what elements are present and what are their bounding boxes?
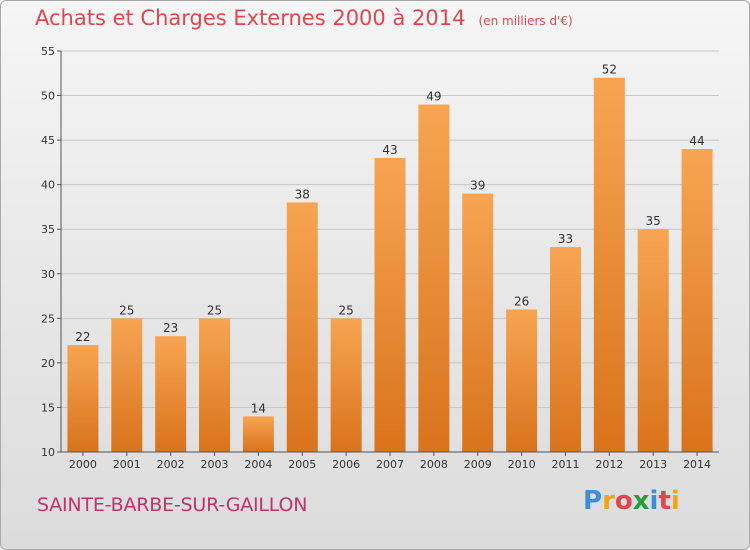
- bar: [418, 104, 450, 452]
- y-tick-label: 35: [41, 223, 55, 236]
- y-tick-label: 55: [41, 45, 55, 58]
- bar: [549, 247, 581, 452]
- data-label: 26: [514, 294, 529, 308]
- data-label: 23: [163, 321, 178, 335]
- y-tick-label: 25: [41, 312, 55, 325]
- axes: [57, 50, 719, 456]
- data-label: 33: [558, 232, 573, 246]
- x-tick-label: 2009: [464, 458, 492, 471]
- x-tick-label: 2007: [376, 458, 404, 471]
- x-tick-label: 2000: [69, 458, 97, 471]
- x-tick-label: 2005: [288, 458, 316, 471]
- bar: [593, 77, 625, 452]
- data-label: 38: [295, 187, 310, 201]
- data-label: 25: [119, 303, 134, 317]
- bar: [506, 309, 538, 452]
- bar: [330, 318, 362, 452]
- bar: [199, 318, 231, 452]
- y-tick-label: 15: [41, 401, 55, 414]
- proxiti-logo: Proxiti: [583, 486, 680, 516]
- data-label: 39: [470, 179, 485, 193]
- x-tick-label: 2002: [157, 458, 185, 471]
- data-label: 43: [382, 143, 397, 157]
- bar: [637, 229, 669, 452]
- data-label: 25: [338, 303, 353, 317]
- x-tick-label: 2010: [508, 458, 536, 471]
- bar: [111, 318, 143, 452]
- x-tick-label: 2012: [595, 458, 623, 471]
- x-tick-label: 2013: [639, 458, 667, 471]
- x-tick-label: 2008: [420, 458, 448, 471]
- bar: [286, 202, 318, 452]
- x-tick-label: 2003: [201, 458, 229, 471]
- bar: [67, 345, 99, 452]
- bar: [242, 416, 274, 452]
- x-tick-label: 2001: [113, 458, 141, 471]
- location-name: SAINTE-BARBE-SUR-GAILLON: [37, 494, 308, 516]
- chart-title: Achats et Charges Externes 2000 à 2014: [35, 6, 466, 30]
- bar: [374, 157, 406, 452]
- x-tick-label: 2006: [332, 458, 360, 471]
- y-tick-label: 30: [41, 268, 55, 281]
- data-label: 35: [646, 214, 661, 228]
- x-tick-label: 2004: [244, 458, 272, 471]
- bars: [67, 77, 713, 453]
- bar: [681, 149, 713, 452]
- data-label: 44: [689, 134, 704, 148]
- bar: [155, 336, 187, 452]
- data-label: 14: [251, 401, 266, 415]
- title-row: Achats et Charges Externes 2000 à 2014 (…: [35, 6, 573, 30]
- x-tick-label: 2011: [551, 458, 579, 471]
- data-label: 52: [602, 63, 617, 77]
- x-tick-label: 2014: [683, 458, 711, 471]
- data-label: 25: [207, 303, 222, 317]
- y-tick-label: 50: [41, 90, 55, 103]
- y-tick-label: 45: [41, 134, 55, 147]
- data-label: 49: [426, 89, 441, 103]
- labels: 10 15 20 25 30 35 40 45 50 55 22 2000 25 2001 23 2002 25…: [41, 45, 711, 471]
- y-tick-label: 40: [41, 179, 55, 192]
- data-label: 22: [75, 330, 90, 344]
- y-tick-label: 20: [41, 357, 55, 370]
- bar: [462, 193, 494, 453]
- chart-unit: (en milliers d'€): [478, 14, 573, 28]
- y-tick-label: 10: [41, 446, 55, 459]
